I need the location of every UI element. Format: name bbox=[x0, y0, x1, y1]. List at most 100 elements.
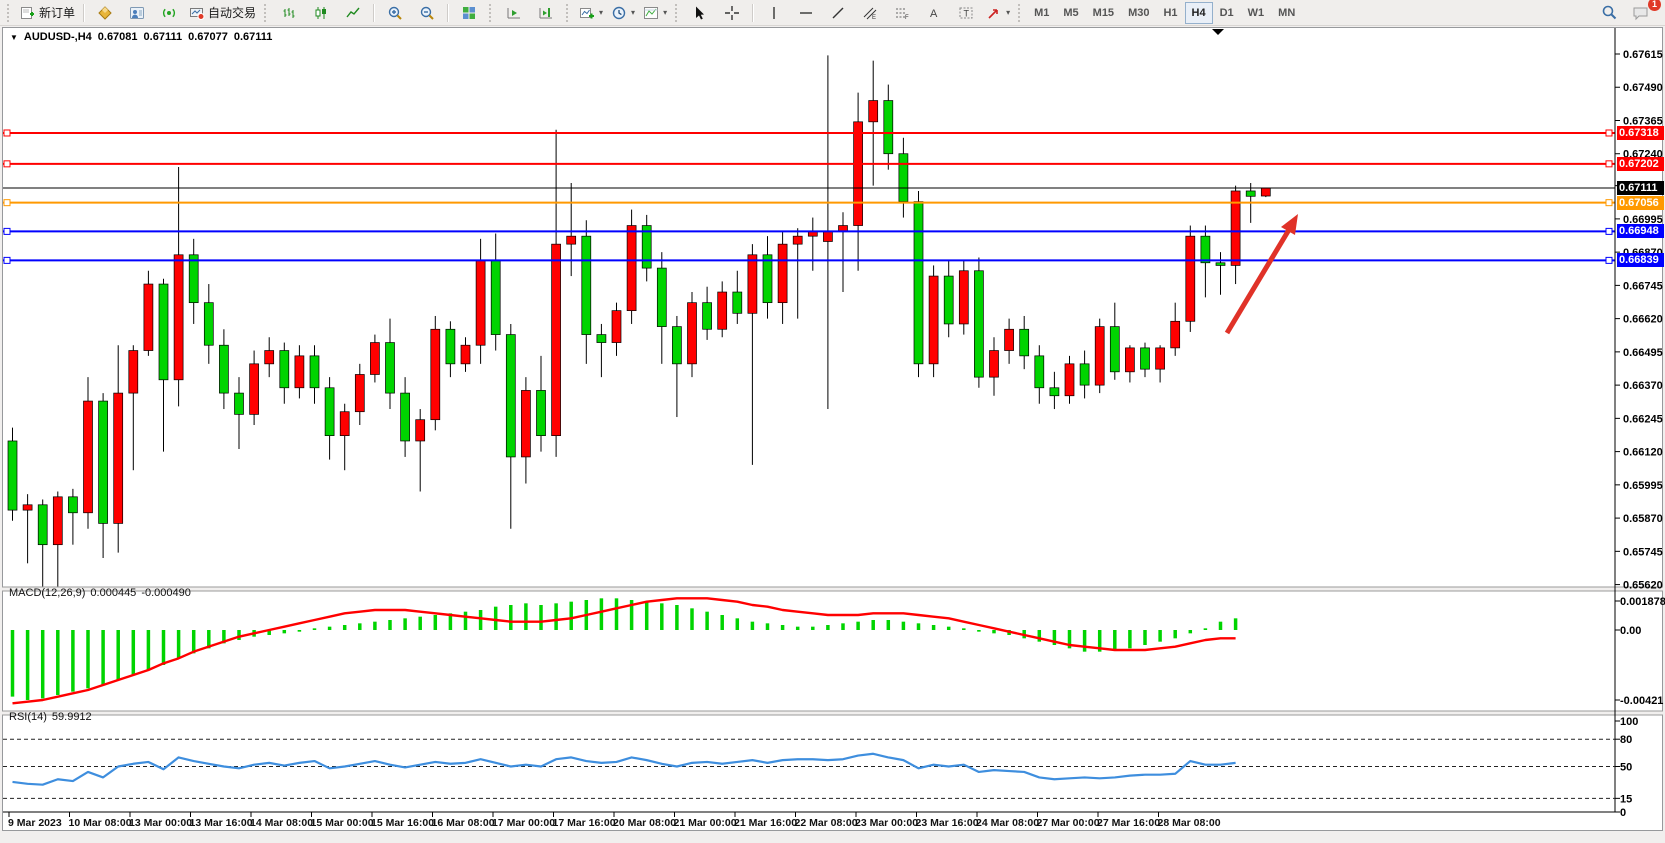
svg-text:80: 80 bbox=[1620, 734, 1632, 746]
svg-text:0.66620: 0.66620 bbox=[1623, 314, 1663, 326]
toolbar-separator bbox=[373, 3, 376, 22]
svg-text:22 Mar 08:00: 22 Mar 08:00 bbox=[795, 817, 858, 829]
rsi-title: RSI(14) bbox=[9, 711, 47, 723]
svg-text:15: 15 bbox=[1620, 793, 1632, 805]
crosshair-icon bbox=[725, 5, 740, 20]
arrows-button[interactable]: ▾ bbox=[982, 1, 1014, 25]
horizontal-line-button[interactable] bbox=[790, 1, 822, 25]
macd-signal-line bbox=[12, 597, 1236, 705]
svg-text:0.66995: 0.66995 bbox=[1623, 214, 1663, 226]
svg-text:21 Mar 16:00: 21 Mar 16:00 bbox=[734, 817, 797, 829]
cursor-icon bbox=[696, 6, 705, 19]
signals-button[interactable] bbox=[153, 1, 185, 25]
ohlc-low: 0.67077 bbox=[188, 31, 228, 43]
svg-text:0.66120: 0.66120 bbox=[1623, 447, 1663, 459]
price-line-label: 0.67056 bbox=[1617, 195, 1664, 210]
profile-button[interactable] bbox=[121, 1, 153, 25]
toolbar-grip bbox=[566, 3, 571, 22]
pane-borders bbox=[2, 28, 1663, 813]
svg-text:0: 0 bbox=[1620, 807, 1626, 819]
trend-arrow-annotation[interactable] bbox=[1224, 214, 1298, 335]
price-line-label: 0.66948 bbox=[1617, 224, 1664, 239]
fibonacci-button[interactable]: F bbox=[886, 1, 918, 25]
chat-badge: 1 bbox=[1648, 0, 1661, 11]
svg-text:27 Mar 00:00: 27 Mar 00:00 bbox=[1037, 817, 1100, 829]
templates-caret-icon: ▾ bbox=[663, 8, 668, 17]
market-button[interactable] bbox=[89, 1, 121, 25]
toolbar-separator bbox=[447, 3, 450, 22]
toolbar-grip bbox=[489, 3, 494, 22]
template-icon bbox=[644, 6, 659, 19]
equidistant-channel-button[interactable]: E bbox=[854, 1, 886, 25]
indicators-button[interactable]: ▾ bbox=[575, 1, 607, 25]
macd-indicator-label: MACD(12,26,9) 0.000445 -0.000490 bbox=[9, 587, 191, 599]
timeframe-m30-button[interactable]: M30 bbox=[1128, 6, 1150, 19]
periods-button[interactable]: ▾ bbox=[607, 1, 639, 25]
chart-shift-icon bbox=[539, 7, 553, 18]
macd-title: MACD(12,26,9) bbox=[9, 587, 86, 599]
timeframe-mn-button[interactable]: MN bbox=[1278, 6, 1296, 19]
timeframe-h4-button[interactable]: H4 bbox=[1184, 1, 1213, 24]
line-chart-button[interactable] bbox=[337, 1, 369, 25]
toolbar-separator bbox=[752, 3, 755, 22]
timeframe-group: M1 M5 M15 M30 H1 H4 D1 W1 MN bbox=[1027, 1, 1302, 24]
macd-pane[interactable] bbox=[10, 597, 1238, 705]
auto-scroll-icon bbox=[507, 7, 521, 18]
candlestick-chart-button[interactable] bbox=[305, 1, 337, 25]
line-chart-icon bbox=[346, 7, 360, 17]
price-line-label: 0.67318 bbox=[1617, 125, 1664, 140]
new-order-icon bbox=[21, 6, 34, 19]
cursor-button[interactable] bbox=[684, 1, 716, 25]
svg-text:0.001878: 0.001878 bbox=[1620, 596, 1665, 608]
auto-scroll-button[interactable] bbox=[498, 1, 530, 25]
chart-window[interactable] bbox=[2, 27, 1663, 831]
price-axis[interactable]: 0.676150.674900.673650.672400.671200.669… bbox=[1615, 49, 1665, 819]
autotrading-icon bbox=[190, 7, 205, 20]
vertical-line-button[interactable] bbox=[758, 1, 790, 25]
text-label-button[interactable]: T bbox=[950, 1, 982, 25]
collapse-triangle-icon[interactable]: ▼ bbox=[10, 32, 18, 42]
indicators-caret-icon: ▾ bbox=[599, 8, 604, 17]
svg-text:E: E bbox=[872, 15, 876, 21]
rsi-value: 59.9912 bbox=[51, 711, 92, 723]
bar-chart-button[interactable] bbox=[273, 1, 305, 25]
toolbar-grip bbox=[1018, 3, 1023, 22]
timeframe-h1-button[interactable]: H1 bbox=[1163, 6, 1178, 19]
bar-chart-icon bbox=[283, 7, 295, 18]
new-order-button[interactable]: 新订单 bbox=[16, 1, 79, 25]
tile-windows-button[interactable] bbox=[453, 1, 485, 25]
timeframe-w1-button[interactable]: W1 bbox=[1247, 6, 1265, 19]
timeframe-d1-button[interactable]: D1 bbox=[1219, 6, 1234, 19]
search-button[interactable] bbox=[1593, 1, 1625, 25]
chart-shift-button[interactable] bbox=[530, 1, 562, 25]
chat-button[interactable]: 1 bbox=[1625, 0, 1661, 25]
equidistant-channel-icon: E bbox=[863, 7, 877, 21]
svg-text:28 Mar 08:00: 28 Mar 08:00 bbox=[1158, 817, 1221, 829]
indicators-icon bbox=[580, 7, 595, 18]
trendline-button[interactable] bbox=[822, 1, 854, 25]
search-icon bbox=[1602, 5, 1616, 20]
toolbar-right: 1 bbox=[1593, 0, 1661, 25]
timeframe-m15-button[interactable]: M15 bbox=[1092, 6, 1115, 19]
svg-text:13 Mar 00:00: 13 Mar 00:00 bbox=[129, 817, 192, 829]
crosshair-button[interactable] bbox=[716, 1, 748, 25]
horizontal-lines-layer[interactable] bbox=[3, 129, 1615, 264]
price-line-label: 0.67202 bbox=[1617, 156, 1664, 171]
zoom-in-button[interactable] bbox=[379, 1, 411, 25]
tile-windows-icon bbox=[463, 6, 476, 19]
autotrading-button[interactable]: 自动交易 bbox=[185, 1, 260, 25]
text-button[interactable]: A bbox=[918, 1, 950, 25]
templates-button[interactable]: ▾ bbox=[639, 1, 671, 25]
chart-shift-marker[interactable] bbox=[1212, 29, 1224, 35]
zoom-out-button[interactable] bbox=[411, 1, 443, 25]
timeframe-m5-button[interactable]: M5 bbox=[1063, 6, 1079, 19]
rsi-pane[interactable] bbox=[3, 738, 1615, 799]
timeframe-m1-button[interactable]: M1 bbox=[1034, 6, 1050, 19]
vertical-line-icon bbox=[773, 6, 775, 19]
signal-icon bbox=[163, 8, 176, 17]
svg-text:0.00: 0.00 bbox=[1620, 625, 1641, 637]
svg-text:0.66370: 0.66370 bbox=[1623, 380, 1663, 392]
svg-text:F: F bbox=[905, 15, 909, 21]
